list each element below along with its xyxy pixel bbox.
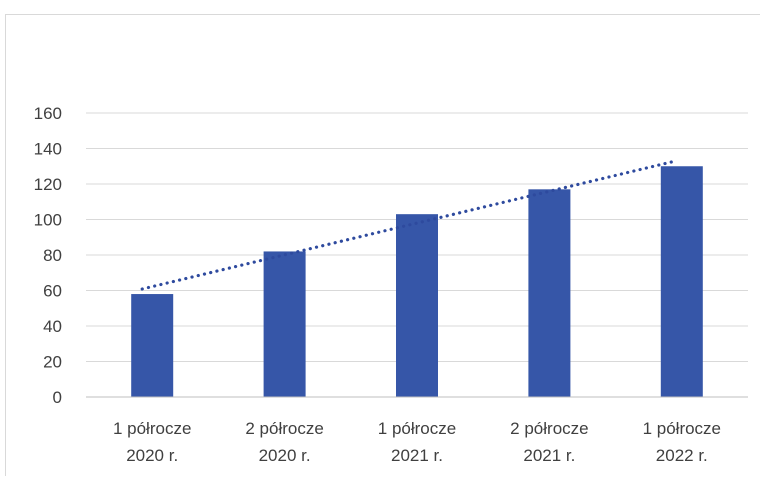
bar [263,251,306,397]
bars [131,166,703,397]
bar [396,214,438,397]
y-tick-label: 60 [43,282,62,301]
bar [131,294,174,397]
y-tick-label: 100 [34,211,62,230]
y-tick-label: 80 [43,246,62,265]
x-category-label: 2020 r. [259,446,311,465]
x-category-label: 2020 r. [126,446,178,465]
y-tick-label: 120 [34,175,62,194]
trendline [140,160,674,291]
y-tick-label: 160 [34,104,62,123]
chart-frame [5,14,760,476]
bar [528,189,571,397]
x-category-label: 1 półrocze [643,419,721,438]
x-category-label: 2 półrocze [245,419,323,438]
trendline-line [140,160,674,291]
y-tick-label: 40 [43,317,62,336]
bar [660,166,703,397]
x-category-label: 1 półrocze [378,419,456,438]
x-category-label: 2021 r. [391,446,443,465]
y-tick-label: 0 [53,388,62,407]
x-category-label: 2 półrocze [510,419,588,438]
y-tick-label: 20 [43,353,62,372]
y-tick-label: 140 [34,140,62,159]
x-category-label: 2022 r. [656,446,708,465]
axes: 0 20 40 60 80 100 120 140 160 1 półrocze 2020 r. 2 … [34,104,748,465]
x-category-label: 2021 r. [523,446,575,465]
x-category-label: 1 półrocze [113,419,191,438]
